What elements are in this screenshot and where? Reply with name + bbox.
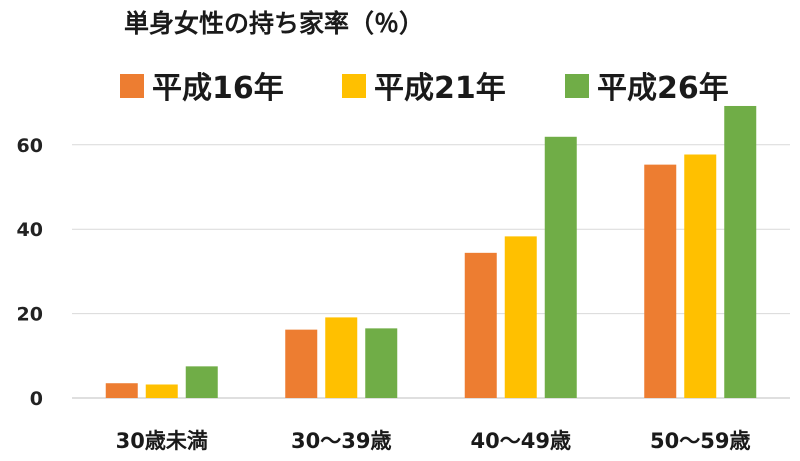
x-category-label: 50～59歳 <box>650 429 750 453</box>
bars <box>105 105 757 399</box>
y-tick-label: 40 <box>17 219 43 241</box>
bar <box>684 154 717 398</box>
legend-label: 平成26年 <box>597 71 729 106</box>
chart-title: 単身女性の持ち家率（％） <box>124 9 425 38</box>
bar <box>325 317 358 398</box>
bar <box>504 236 537 398</box>
x-category-label: 30～39歳 <box>291 429 391 453</box>
x-category-label: 40～49歳 <box>471 429 571 453</box>
bar <box>724 105 757 398</box>
legend-label: 平成16年 <box>152 71 284 106</box>
bar <box>285 329 318 398</box>
y-axis: 0 20 40 60 <box>17 135 43 410</box>
y-tick-label: 20 <box>17 304 43 326</box>
legend-swatch <box>565 74 589 98</box>
bar <box>644 164 677 398</box>
bar <box>464 252 497 398</box>
gridlines <box>72 144 790 399</box>
y-tick-label: 60 <box>17 135 43 157</box>
legend: 平成16年 平成21年 平成26年 <box>120 71 729 106</box>
bar <box>185 366 218 398</box>
bar <box>145 384 178 398</box>
legend-swatch <box>342 74 366 98</box>
bar <box>365 328 398 398</box>
bar <box>544 136 577 399</box>
y-tick-label: 0 <box>30 388 43 410</box>
legend-swatch <box>120 74 144 98</box>
legend-label: 平成21年 <box>374 71 506 106</box>
x-axis: 30歳未満 30～39歳 40～49歳 50～59歳 <box>116 429 751 453</box>
x-category-label: 30歳未満 <box>116 429 208 453</box>
bar <box>105 383 138 398</box>
